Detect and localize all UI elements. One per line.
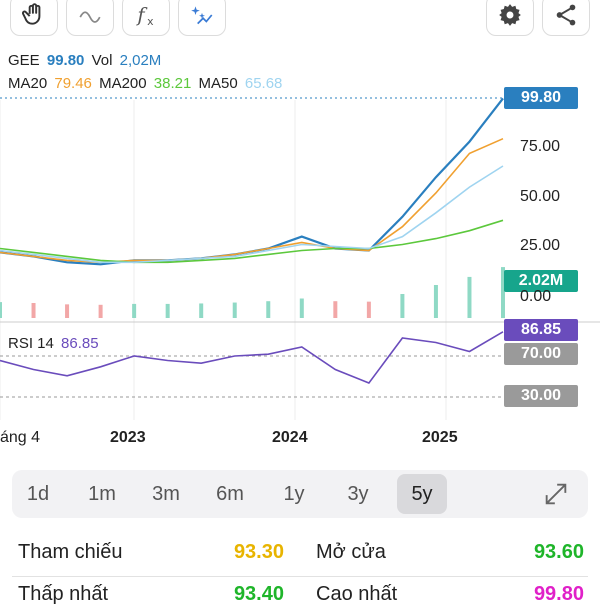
share-icon [556,4,576,26]
ma-header: MA20 79.46 MA200 38.21 MA50 65.68 [8,75,285,92]
tab-6m[interactable]: 6m [216,482,244,505]
volume-bar [266,301,271,318]
curve-tool-button[interactable] [66,0,114,36]
volume-tag: 2.02M [504,270,578,292]
x-axis-label: 2024 [272,429,308,446]
curve-icon [79,11,101,23]
volume-bar [132,303,137,318]
hand-icon [22,3,41,25]
high-label: Cao nhất [316,583,398,605]
reference-value: 93.30 [233,541,284,563]
volume-bar [31,303,36,318]
volume-bar [501,267,505,318]
price-chart[interactable] [0,0,600,430]
current-price-tag: 99.80 [504,87,578,109]
price-axis-label: 25.00 [520,237,561,254]
ma200-value: 38.21 [153,75,192,92]
tab-1d[interactable]: 1d [26,482,50,505]
ma20-label: MA20 [8,75,48,92]
price-axis-label: 50.00 [520,188,561,205]
hand-tool-button[interactable] [10,0,58,36]
tab-1y[interactable]: 1y [283,482,305,505]
price-header: GEE 99.80 Vol 2,02M [8,52,164,69]
rsi-label: RSI 14 [8,335,54,352]
tab-3y[interactable]: 3y [347,482,369,505]
rsi-current-tag: 86.85 [504,319,578,341]
tab-3m[interactable]: 3m [152,482,180,505]
open-label: Mở cửa [316,541,386,563]
x-axis-label: 2023 [110,429,146,446]
tab-1m[interactable]: 1m [88,482,116,505]
volume-bar [467,276,472,318]
x-axis-label: 2025 [422,429,458,446]
volume-bar [299,298,304,318]
series-line-ma50 [0,165,504,264]
gear-icon [499,4,521,26]
price-value: 99.80 [46,52,85,69]
volume-bar [199,303,204,318]
rsi-value: 86.85 [61,335,99,352]
stats-divider [12,576,588,577]
volume-bar [165,303,170,318]
volume-bar [366,301,371,318]
rsi-line [0,331,504,384]
open-value: 93.60 [533,541,584,563]
expand-icon[interactable] [542,480,570,508]
range-tabs: 1d 1m 3m 6m 1y 3y 5y [12,470,588,518]
settings-button[interactable] [486,0,534,36]
ma50-label: MA50 [198,75,238,92]
ma20-value: 79.46 [54,75,92,92]
volume-bar [98,304,103,318]
tab-5y[interactable]: 5y [397,474,447,514]
price-axis-label: 0.00 [520,288,552,305]
low-value: 93.40 [233,583,284,605]
reference-label: Tham chiếu [18,541,123,563]
high-value: 99.80 [533,583,584,605]
volume-bar [333,301,338,318]
volume-bar [65,304,70,318]
rsi-lower-tag: 30.00 [504,385,578,407]
ma200-label: MA200 [99,75,147,92]
volume-bar [433,285,438,318]
volume-bar [0,302,2,318]
x-axis-label: áng 4 [0,429,41,446]
volume-bar [400,294,405,318]
volume-label: Vol [91,52,113,69]
volume-value: 2,02M [119,52,162,69]
share-button[interactable] [542,0,590,36]
series-line-ma20 [0,137,504,264]
rsi-header: RSI 14 86.85 [8,335,102,352]
ticker-label: GEE [8,52,40,69]
price-axis-label: 75.00 [520,138,561,155]
series-line-ma200 [0,219,504,264]
sparkle-chart-icon [191,6,213,25]
low-label: Thấp nhất [18,583,109,605]
svg-text:x: x [147,15,154,28]
volume-bar [232,302,237,318]
rsi-upper-tag: 70.00 [504,343,578,365]
ai-analysis-button[interactable] [178,0,226,36]
ma50-value: 65.68 [244,75,283,92]
